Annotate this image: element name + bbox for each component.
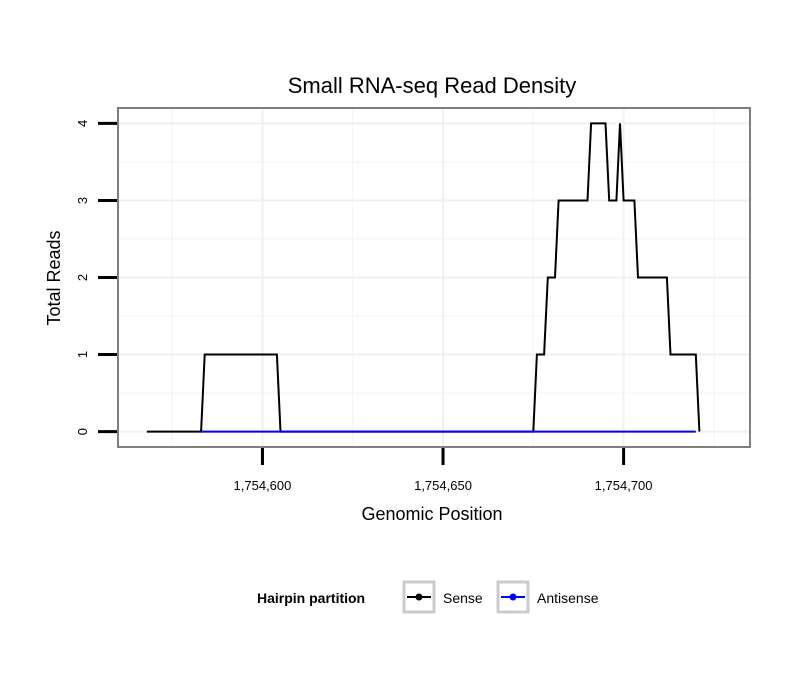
y-tick-label: 3 (75, 197, 90, 204)
x-tick-label: 1,754,700 (595, 478, 653, 493)
legend-key-point (415, 593, 423, 601)
plot-panel: 0 1 2 3 4 1,754,600 1,754,650 1,754,700 (75, 107, 751, 493)
x-tick-label: 1,754,600 (234, 478, 292, 493)
x-axis-title: Genomic Position (361, 504, 502, 524)
legend-label-antisense: Antisense (537, 590, 599, 606)
legend-key-point (509, 593, 517, 601)
legend-title: Hairpin partition (257, 590, 365, 606)
y-tick-label: 4 (75, 120, 90, 127)
panel-border (117, 107, 751, 448)
y-tick-label: 1 (75, 351, 90, 358)
chart-title: Small RNA-seq Read Density (288, 73, 577, 98)
x-tick-label: 1,754,650 (414, 478, 472, 493)
y-tick-label: 2 (75, 274, 90, 281)
y-tick-label: 0 (75, 428, 90, 435)
legend-label-sense: Sense (443, 590, 483, 606)
y-axis-title: Total Reads (44, 230, 64, 325)
legend: Hairpin partition Sense Antisense (257, 580, 599, 614)
